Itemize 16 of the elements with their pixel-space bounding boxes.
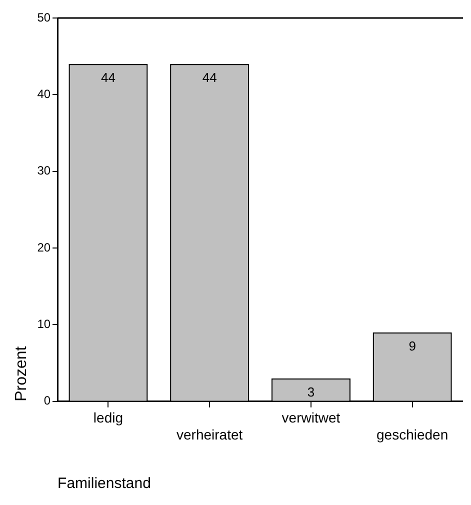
y-tick-label: 20: [37, 240, 51, 254]
y-tick-label: 40: [37, 86, 51, 101]
y-tick-label: 10: [37, 317, 51, 332]
x-tick-label: verheiratet: [176, 426, 243, 442]
data-label: 44: [202, 70, 217, 86]
data-label: 44: [100, 70, 116, 86]
x-tick-label: geschieden: [376, 426, 448, 442]
x-axis-title: Familienstand: [58, 475, 151, 492]
x-tick-label: ledig: [93, 410, 124, 426]
data-label: 3: [307, 384, 315, 400]
y-tick-label: 50: [37, 10, 51, 24]
x-tick-label: verwitwet: [282, 410, 340, 426]
y-axis-title: Prozent: [13, 346, 30, 402]
data-label: 9: [408, 338, 416, 354]
y-tick-label: 30: [37, 164, 51, 178]
y-tick-label: 0: [44, 394, 51, 408]
